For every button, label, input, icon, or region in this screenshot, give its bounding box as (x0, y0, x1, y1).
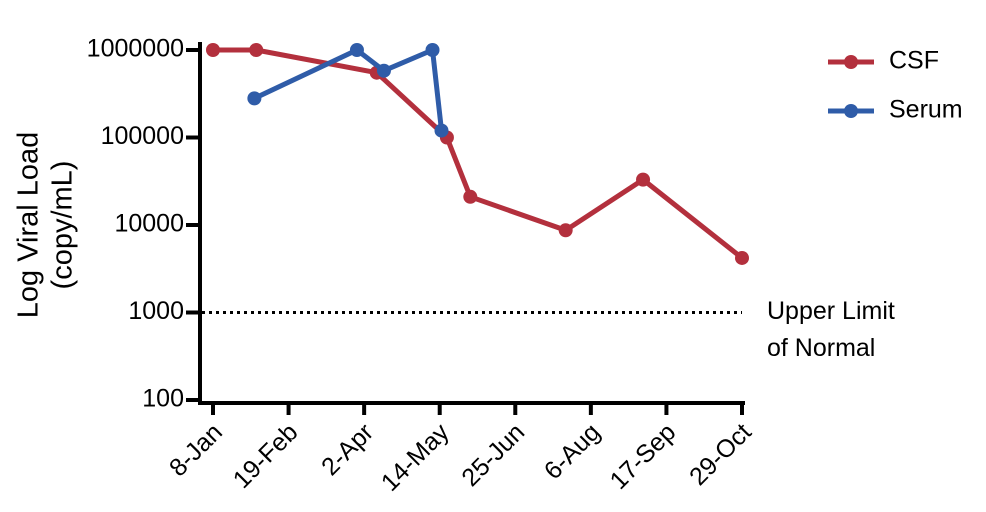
series-line (213, 47, 744, 260)
legend-label: CSF (889, 47, 939, 75)
data-point (434, 123, 449, 138)
data-point (463, 189, 478, 204)
y-axis-label: (copy/mL) (47, 161, 79, 290)
data-point (247, 91, 262, 106)
y-tick-label: 10000 (114, 210, 184, 238)
x-tick-label: 29-Oct (684, 418, 757, 491)
y-axis-label: Log Viral Load (13, 132, 45, 319)
data-point (249, 43, 264, 57)
legend-marker (844, 104, 858, 118)
legend-label: Serum (889, 96, 963, 124)
reference-label: Upper Limit (767, 297, 895, 325)
x-tick-label: 14-May (376, 418, 455, 497)
data-point (558, 223, 573, 238)
reference-label: of Normal (767, 334, 875, 362)
series-line (253, 47, 444, 131)
data-point (206, 43, 220, 57)
y-tick-label: 1000000 (87, 35, 184, 63)
x-tick-label: 19-Feb (228, 418, 304, 494)
data-point (636, 172, 651, 187)
x-tick-label: 17-Sep (605, 418, 682, 495)
y-tick-label: 1000 (128, 297, 184, 325)
y-tick-label: 100000 (101, 122, 184, 150)
data-point (349, 43, 364, 57)
data-point (425, 43, 440, 57)
data-point (376, 63, 391, 78)
y-tick-label: 100 (142, 385, 184, 413)
x-tick-label: 8-Jan (164, 418, 228, 482)
legend-marker (844, 55, 858, 69)
x-tick-label: 2-Apr (316, 418, 379, 481)
x-tick-label: 6-Aug (539, 418, 606, 485)
data-point (735, 250, 749, 265)
x-tick-label: 25-Jun (456, 418, 530, 492)
